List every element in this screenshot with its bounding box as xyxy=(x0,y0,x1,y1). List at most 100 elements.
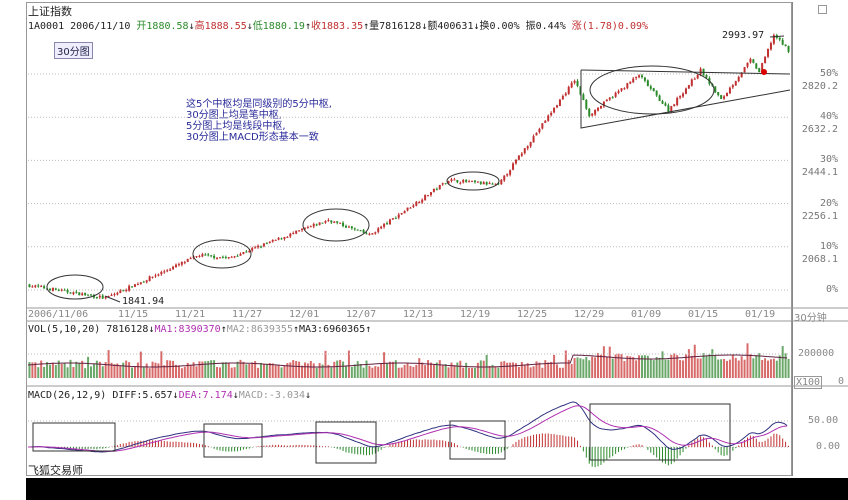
candle-body xyxy=(512,163,515,170)
marker-dot xyxy=(761,69,767,75)
volume-bar xyxy=(180,368,183,378)
volume-bar xyxy=(585,356,588,378)
candle-body xyxy=(189,258,192,260)
candle-body xyxy=(509,170,512,175)
volume-bar xyxy=(781,346,784,378)
candle-body xyxy=(204,254,207,256)
candle-body xyxy=(183,262,186,264)
candle-body xyxy=(75,291,78,293)
candle-body xyxy=(60,289,63,291)
window-toggle-icon[interactable] xyxy=(818,5,827,14)
vol-unit-button[interactable]: X100 xyxy=(794,376,823,389)
date-tick-label: 12/25 xyxy=(517,309,548,320)
candle-body xyxy=(670,106,673,112)
volume-bar xyxy=(122,362,125,378)
candle-body xyxy=(350,226,353,229)
volume-bar xyxy=(69,359,72,378)
volume-bar xyxy=(336,360,339,378)
annotation-line: 5分图上均是线段中枢, xyxy=(186,121,286,132)
volume-bar xyxy=(679,360,682,378)
volume-bar xyxy=(479,360,482,378)
candle-body xyxy=(327,220,330,222)
volume-bar xyxy=(459,360,462,378)
annotation-box xyxy=(315,421,377,464)
annotation-ellipse xyxy=(192,239,252,269)
candle-body xyxy=(764,56,767,64)
candle-body xyxy=(128,285,131,291)
volume-bar xyxy=(476,362,479,378)
candle-body xyxy=(201,254,204,257)
candle-body xyxy=(623,88,626,90)
candle-body xyxy=(175,264,178,268)
volume-bar xyxy=(350,366,353,378)
volume-bar xyxy=(175,364,178,378)
volume-bar xyxy=(523,364,526,378)
arrow-icon: ↓ xyxy=(232,390,239,401)
candle-body xyxy=(283,237,286,240)
vol-value: 7816128 xyxy=(106,324,149,335)
volume-bar xyxy=(257,367,260,378)
volume-bar xyxy=(655,357,658,378)
open-label: 开 xyxy=(136,21,147,32)
volume-bar xyxy=(60,363,63,378)
axis-pct-label: 0% xyxy=(825,284,838,295)
candle-body xyxy=(573,80,576,83)
candle-body xyxy=(353,228,356,230)
candle-body xyxy=(221,256,224,258)
volume-bar xyxy=(63,363,66,378)
volume-bar xyxy=(46,362,49,378)
volume-bar xyxy=(561,367,564,378)
volume-bar xyxy=(664,359,667,378)
axis-pct-label: 20% xyxy=(819,197,838,209)
volume-bar xyxy=(728,359,731,378)
volume-bar xyxy=(133,366,136,378)
candle-body xyxy=(441,183,444,185)
annotation-ellipse xyxy=(589,65,715,115)
vol-ma2: MA2:8639355 xyxy=(226,324,293,335)
candle-body xyxy=(529,142,532,147)
candle-body xyxy=(218,257,221,259)
candle-body xyxy=(289,233,292,237)
volume-bar xyxy=(406,363,409,378)
volume-bar xyxy=(582,359,585,378)
candle-body xyxy=(280,238,283,240)
volume-bar xyxy=(274,365,277,378)
candle-body xyxy=(652,88,655,92)
vol-axis-label: 200000 xyxy=(798,348,835,359)
vol-title: VOL(5,10,20) xyxy=(28,324,101,335)
volume-bar xyxy=(189,365,192,378)
candle-body xyxy=(48,288,51,291)
candle-body xyxy=(245,251,248,253)
volume-bar xyxy=(418,358,421,378)
candle-body xyxy=(248,251,251,253)
volume-bar xyxy=(289,362,292,378)
candle-body xyxy=(749,58,752,63)
candle-body xyxy=(444,183,447,185)
candle-body xyxy=(655,90,658,96)
volume-bar xyxy=(424,365,427,378)
volume-bar xyxy=(676,355,679,378)
period-label: 30分钟 xyxy=(794,313,827,324)
candle-body xyxy=(599,105,602,109)
candle-body xyxy=(769,43,772,50)
candle-body xyxy=(227,257,230,259)
macd-dea: DEA:7.174 xyxy=(178,390,233,401)
volume-bar xyxy=(353,364,356,378)
candle-body xyxy=(113,294,116,296)
volume-bar xyxy=(758,353,761,378)
candle-body xyxy=(315,224,318,226)
volume-bar xyxy=(81,360,84,378)
volume-bar xyxy=(95,360,98,378)
high-value: 1888.55 xyxy=(204,21,247,32)
candle-body xyxy=(728,87,731,94)
volume-bar xyxy=(453,365,456,378)
candle-body xyxy=(544,120,547,123)
candle-body xyxy=(145,280,148,283)
volume-bar xyxy=(717,359,720,378)
volume-bar xyxy=(734,357,737,378)
change-label: 涨 xyxy=(571,21,582,32)
candle-body xyxy=(213,255,216,258)
volume-bar xyxy=(377,366,380,378)
volume-bar xyxy=(116,363,119,378)
period-badge[interactable]: 30分图 xyxy=(54,42,93,59)
